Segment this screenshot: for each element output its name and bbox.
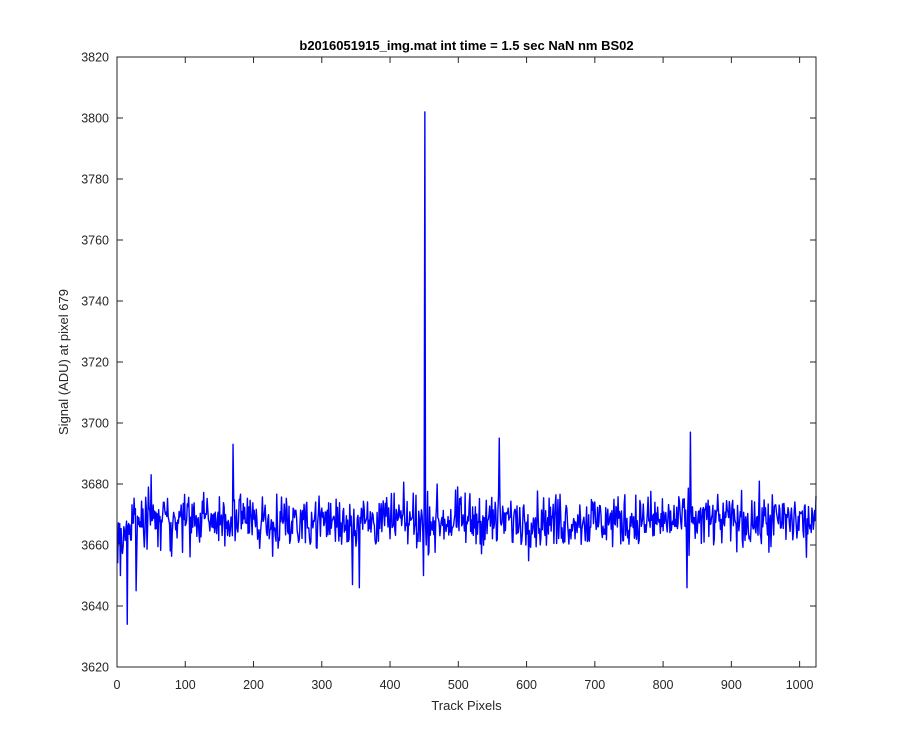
x-tick-label: 200: [243, 678, 264, 692]
x-tick-label: 600: [516, 678, 537, 692]
chart-title: b2016051915_img.mat int time = 1.5 sec N…: [299, 38, 633, 53]
tick-layer: 0 100 200 300 400 500 600 700 800 900 1000 3620 3640…: [81, 51, 816, 692]
y-tick-label: 3760: [81, 234, 109, 248]
plot-area: [117, 57, 816, 667]
y-tick-label: 3720: [81, 356, 109, 370]
x-tick-label: 900: [721, 678, 742, 692]
x-axis-label: Track Pixels: [431, 698, 502, 713]
x-tick-label: 500: [448, 678, 469, 692]
y-tick-label: 3800: [81, 112, 109, 126]
y-tick-label: 3780: [81, 173, 109, 187]
series-layer: [116, 111, 817, 625]
x-tick-label: 700: [584, 678, 605, 692]
y-tick-label: 3660: [81, 539, 109, 553]
x-tick-label: 100: [175, 678, 196, 692]
x-tick-label: 400: [380, 678, 401, 692]
y-tick-label: 3740: [81, 295, 109, 309]
y-tick-label: 3640: [81, 600, 109, 614]
x-tick-label: 800: [653, 678, 674, 692]
x-tick-label: 1000: [786, 678, 814, 692]
y-tick-label: 3820: [81, 51, 109, 65]
x-tick-label: 0: [114, 678, 121, 692]
y-tick-label: 3620: [81, 661, 109, 675]
y-tick-label: 3700: [81, 417, 109, 431]
axes-box: [116, 56, 817, 668]
y-tick-label: 3680: [81, 478, 109, 492]
x-tick-label: 300: [311, 678, 332, 692]
series-line: [116, 111, 817, 625]
y-axis-label: Signal (ADU) at pixel 679: [56, 289, 71, 435]
